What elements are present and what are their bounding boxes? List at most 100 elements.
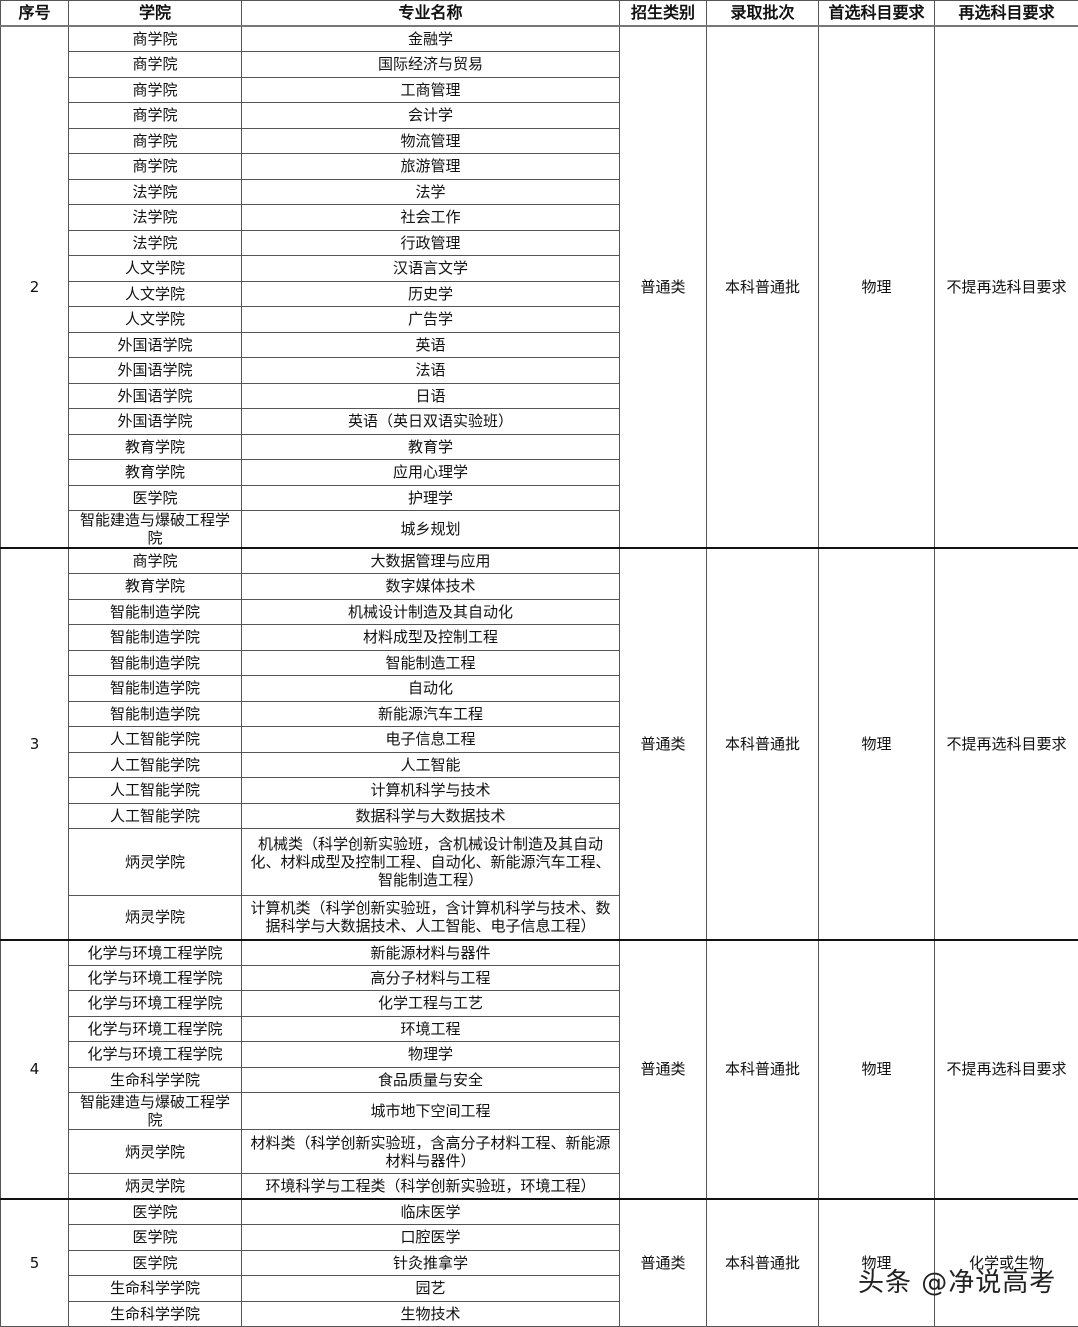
major-cell: 园艺 — [242, 1276, 620, 1302]
college-cell: 化学与环境工程学院 — [69, 991, 242, 1017]
college-cell: 商学院 — [69, 103, 242, 129]
major-cell: 针灸推拿学 — [242, 1250, 620, 1276]
college-cell: 医学院 — [69, 1225, 242, 1251]
first-subject-cell: 物理 — [819, 26, 935, 548]
major-cell: 汉语言文学 — [242, 256, 620, 282]
major-cell: 环境工程 — [242, 1016, 620, 1042]
major-cell: 日语 — [242, 383, 620, 409]
college-cell: 商学院 — [69, 548, 242, 574]
college-cell: 炳灵学院 — [69, 1174, 242, 1200]
college-cell: 炳灵学院 — [69, 896, 242, 940]
first-subject-cell: 物理 — [819, 1199, 935, 1327]
major-cell: 新能源汽车工程 — [242, 701, 620, 727]
college-cell: 智能制造学院 — [69, 625, 242, 651]
group-number: 3 — [1, 548, 69, 940]
major-cell: 智能制造工程 — [242, 650, 620, 676]
college-cell: 教育学院 — [69, 434, 242, 460]
major-cell: 计算机类（科学创新实验班，含计算机科学与技术、数据科学与大数据技术、人工智能、电… — [242, 896, 620, 940]
major-cell: 英语（英日双语实验班） — [242, 409, 620, 435]
college-cell: 智能建造与爆破工程学院 — [69, 511, 242, 549]
batch-cell: 本科普通批 — [707, 940, 819, 1200]
college-cell: 智能制造学院 — [69, 701, 242, 727]
major-cell: 机械类（科学创新实验班，含机械设计制造及其自动化、材料成型及控制工程、自动化、新… — [242, 829, 620, 896]
major-cell: 机械设计制造及其自动化 — [242, 599, 620, 625]
batch-cell: 本科普通批 — [707, 548, 819, 940]
major-cell: 计算机科学与技术 — [242, 778, 620, 804]
header-no: 序号 — [1, 1, 69, 27]
major-cell: 人工智能 — [242, 752, 620, 778]
major-cell: 材料成型及控制工程 — [242, 625, 620, 651]
college-cell: 化学与环境工程学院 — [69, 965, 242, 991]
major-cell: 材料类（科学创新实验班，含高分子材料工程、新能源材料与器件） — [242, 1130, 620, 1174]
college-cell: 化学与环境工程学院 — [69, 940, 242, 966]
header-row: 序号 学院 专业名称 招生类别 录取批次 首选科目要求 再选科目要求 — [1, 1, 1078, 27]
category-cell: 普通类 — [620, 26, 707, 548]
major-cell: 教育学 — [242, 434, 620, 460]
major-cell: 生物技术 — [242, 1301, 620, 1327]
major-cell: 会计学 — [242, 103, 620, 129]
major-cell: 广告学 — [242, 307, 620, 333]
major-cell: 社会工作 — [242, 205, 620, 231]
major-cell: 自动化 — [242, 676, 620, 702]
college-cell: 医学院 — [69, 485, 242, 511]
major-cell: 法语 — [242, 358, 620, 384]
college-cell: 人工智能学院 — [69, 778, 242, 804]
group-number: 2 — [1, 26, 69, 548]
college-cell: 生命科学学院 — [69, 1276, 242, 1302]
college-cell: 人工智能学院 — [69, 803, 242, 829]
major-cell: 城乡规划 — [242, 511, 620, 549]
watermark: 头条 @净说高考 — [858, 1268, 1056, 1298]
college-cell: 法学院 — [69, 230, 242, 256]
header-batch: 录取批次 — [707, 1, 819, 27]
major-cell: 国际经济与贸易 — [242, 52, 620, 78]
header-major: 专业名称 — [242, 1, 620, 27]
college-cell: 智能制造学院 — [69, 650, 242, 676]
batch-cell: 本科普通批 — [707, 1199, 819, 1327]
college-cell: 智能建造与爆破工程学院 — [69, 1093, 242, 1130]
college-cell: 人文学院 — [69, 281, 242, 307]
major-cell: 法学 — [242, 179, 620, 205]
college-cell: 商学院 — [69, 52, 242, 78]
major-cell: 电子信息工程 — [242, 727, 620, 753]
major-cell: 数字媒体技术 — [242, 574, 620, 600]
major-cell: 大数据管理与应用 — [242, 548, 620, 574]
major-cell: 工商管理 — [242, 77, 620, 103]
header-second-subject: 再选科目要求 — [935, 1, 1078, 27]
major-cell: 护理学 — [242, 485, 620, 511]
major-cell: 食品质量与安全 — [242, 1067, 620, 1093]
college-cell: 化学与环境工程学院 — [69, 1016, 242, 1042]
college-cell: 炳灵学院 — [69, 829, 242, 896]
header-category: 招生类别 — [620, 1, 707, 27]
major-cell: 物流管理 — [242, 128, 620, 154]
college-cell: 外国语学院 — [69, 383, 242, 409]
college-cell: 人文学院 — [69, 256, 242, 282]
major-cell: 环境科学与工程类（科学创新实验班，环境工程） — [242, 1174, 620, 1200]
college-cell: 商学院 — [69, 77, 242, 103]
college-cell: 炳灵学院 — [69, 1130, 242, 1174]
college-cell: 教育学院 — [69, 460, 242, 486]
college-cell: 法学院 — [69, 179, 242, 205]
college-cell: 生命科学学院 — [69, 1301, 242, 1327]
group-number: 5 — [1, 1199, 69, 1327]
first-subject-cell: 物理 — [819, 548, 935, 940]
major-cell: 行政管理 — [242, 230, 620, 256]
second-subject-cell: 不提再选科目要求 — [935, 548, 1078, 940]
college-cell: 化学与环境工程学院 — [69, 1042, 242, 1068]
college-cell: 智能制造学院 — [69, 676, 242, 702]
major-cell: 高分子材料与工程 — [242, 965, 620, 991]
category-cell: 普通类 — [620, 940, 707, 1200]
college-cell: 智能制造学院 — [69, 599, 242, 625]
second-subject-cell: 不提再选科目要求 — [935, 26, 1078, 548]
major-cell: 应用心理学 — [242, 460, 620, 486]
major-cell: 数据科学与大数据技术 — [242, 803, 620, 829]
group-number: 4 — [1, 940, 69, 1200]
category-cell: 普通类 — [620, 1199, 707, 1327]
college-cell: 商学院 — [69, 154, 242, 180]
first-subject-cell: 物理 — [819, 940, 935, 1200]
header-first-subject: 首选科目要求 — [819, 1, 935, 27]
college-cell: 商学院 — [69, 128, 242, 154]
